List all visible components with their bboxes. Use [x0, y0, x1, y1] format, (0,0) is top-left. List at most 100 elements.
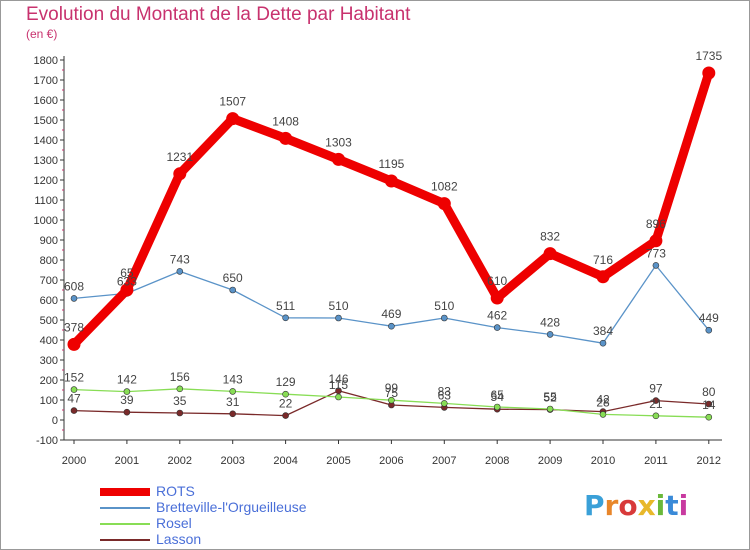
data-point [282, 390, 289, 398]
x-tick-label: 2011 [644, 455, 668, 467]
x-tick-label: 2012 [697, 455, 721, 467]
data-label: 832 [540, 230, 560, 244]
legend-swatch [100, 523, 150, 525]
data-label: 1082 [431, 180, 458, 194]
series-line-1 [73, 264, 710, 344]
data-point [335, 314, 342, 322]
data-label: 469 [381, 307, 401, 321]
y-tick-label: 700 [40, 275, 58, 287]
data-point [279, 131, 293, 145]
x-tick-label: 2000 [62, 455, 86, 467]
data-label: 156 [170, 370, 190, 384]
data-label: 1735 [695, 49, 722, 63]
y-tick-label: 0 [52, 415, 58, 427]
data-label: 743 [170, 252, 190, 266]
x-tick-label: 2006 [379, 455, 403, 467]
axes [60, 56, 722, 444]
data-point [649, 234, 663, 248]
data-point [123, 408, 131, 416]
data-point [490, 291, 504, 305]
data-label: 22 [279, 397, 293, 411]
data-point [543, 247, 557, 261]
data-label: 143 [223, 372, 243, 386]
legend-label: Lasson [156, 531, 202, 547]
y-tick-label: 500 [40, 315, 58, 327]
data-label: 773 [646, 246, 666, 260]
data-label: 510 [328, 299, 348, 313]
y-tick-label: 400 [40, 335, 58, 347]
data-label: 449 [699, 311, 719, 325]
data-point [332, 152, 345, 166]
data-point [440, 400, 448, 407]
data-point [384, 174, 398, 188]
data-label: 633 [117, 274, 137, 288]
data-point [652, 262, 660, 269]
data-point [599, 411, 607, 418]
data-label: 65 [491, 388, 505, 402]
y-tick-label: 1300 [34, 155, 58, 167]
page-title: Evolution du Montant de la Dette par Hab… [26, 4, 411, 25]
data-label: 28 [596, 395, 610, 409]
data-point [705, 400, 713, 408]
data-label: 511 [276, 299, 295, 313]
data-point [652, 412, 660, 420]
data-point [705, 326, 713, 334]
data-point [493, 324, 501, 331]
data-point [70, 295, 78, 302]
data-label: 1303 [325, 135, 352, 149]
data-label: 146 [328, 372, 348, 386]
legend-label: ROTS [156, 483, 195, 499]
legend-item: Bretteville-l'Orgueilleuse [100, 499, 400, 516]
data-point [67, 337, 81, 351]
data-label: 462 [487, 309, 507, 323]
x-tick-label: 2007 [432, 455, 456, 467]
legend-swatch [100, 507, 150, 509]
data-label: 1408 [272, 114, 299, 128]
data-label: 142 [117, 373, 137, 387]
data-point [282, 314, 289, 322]
legend-item: Rosel [100, 515, 400, 532]
y-tick-label: 900 [40, 235, 58, 247]
series-lines [69, 68, 714, 418]
x-tick-label: 2001 [115, 455, 139, 467]
data-point [599, 339, 607, 347]
data-label: 115 [329, 378, 348, 392]
data-label: 610 [487, 274, 507, 288]
legend-item: ROTS [100, 483, 400, 500]
data-point [176, 385, 184, 393]
y-tick-label: 1500 [34, 115, 58, 127]
legend: ROTS Bretteville-l'Orgueilleuse Rosel Lasso… [100, 483, 400, 548]
data-point [176, 268, 184, 275]
x-tick-label: 2009 [538, 455, 562, 467]
data-point [176, 409, 184, 417]
legend-item: Lasson [100, 531, 400, 548]
y-tick-label: 300 [40, 355, 58, 367]
x-tick-labels: 2000 2001 2002 2003 2004 2005 2006 2007 2008 2009… [62, 455, 721, 467]
legend-label: Bretteville-l'Orgueilleuse [156, 499, 307, 515]
data-point [229, 286, 236, 294]
data-label: 52 [543, 391, 557, 405]
data-point [120, 283, 134, 297]
x-tick-label: 2004 [273, 455, 297, 467]
data-point [229, 388, 236, 395]
x-tick-label: 2002 [168, 455, 192, 467]
data-label: 608 [64, 279, 84, 293]
data-label: 42 [596, 393, 610, 407]
y-tick-label: -100 [36, 435, 58, 447]
data-label: 384 [593, 324, 613, 338]
data-label: 35 [173, 394, 187, 408]
data-point [173, 167, 187, 181]
data-point [335, 393, 342, 401]
data-point [123, 388, 131, 395]
data-point [282, 412, 289, 419]
y-tick-label: 1700 [34, 75, 58, 87]
y-tick-label: 200 [40, 375, 58, 387]
data-label: 650 [223, 271, 243, 285]
data-point [388, 322, 395, 330]
y-tick-label: 1400 [34, 135, 58, 147]
page-subtitle: (en €) [26, 27, 58, 41]
y-tick-labels: -100 0 100 200 300 400 500 600 700 800 900 1000 1100… [34, 55, 58, 447]
data-point [226, 112, 240, 126]
data-label: 129 [276, 375, 296, 389]
